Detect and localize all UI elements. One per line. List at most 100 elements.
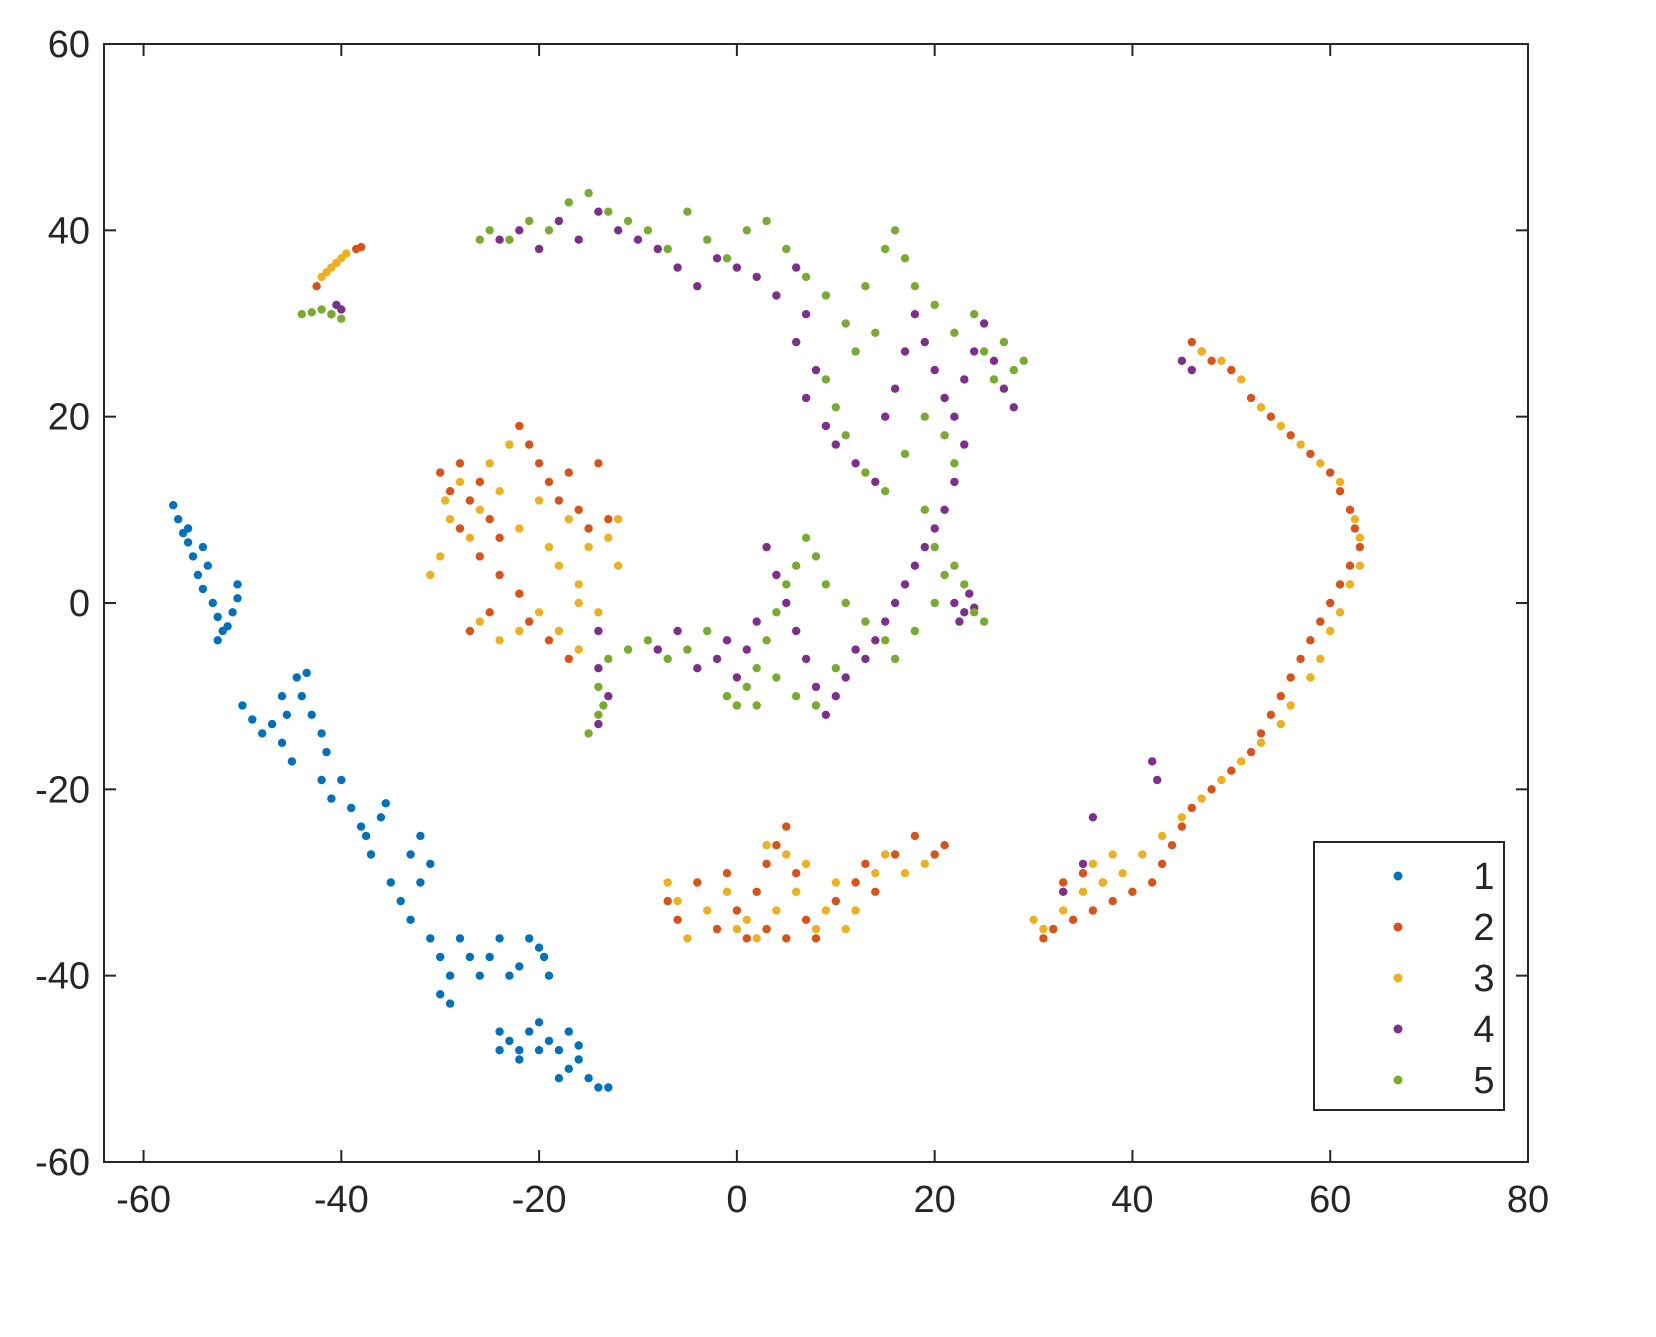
- series-1-point: [248, 715, 257, 724]
- series-1-point: [183, 538, 193, 547]
- series-2-point: [1059, 878, 1068, 887]
- legend-marker-2: [1393, 922, 1403, 932]
- series-4-point: [831, 692, 840, 701]
- series-1-point: [515, 962, 524, 971]
- series-5-point: [683, 645, 692, 654]
- series-5-point: [910, 282, 920, 291]
- series-1-point: [322, 747, 331, 757]
- series-4-point: [965, 589, 974, 598]
- series-4-point: [594, 719, 603, 729]
- series-2-point: [554, 496, 564, 505]
- series-3-point: [1256, 738, 1266, 747]
- series-2-point: [940, 841, 949, 850]
- series-5-point: [584, 729, 593, 738]
- series-4-point: [801, 310, 811, 319]
- series-3-point: [584, 542, 593, 552]
- series-5-point: [525, 216, 534, 226]
- series-3-point: [604, 533, 613, 542]
- series-5-point: [841, 319, 850, 328]
- series-3-point: [1350, 515, 1360, 524]
- series-3-point: [1078, 887, 1088, 896]
- x-tick-label: -60: [116, 1179, 171, 1221]
- series-4-point: [940, 505, 949, 514]
- series-3-point: [801, 859, 811, 869]
- series-3-point: [752, 934, 761, 943]
- series-3-point: [505, 440, 514, 449]
- series-5-point: [742, 682, 751, 692]
- series-2-point: [544, 636, 554, 645]
- series-1-point: [396, 896, 405, 906]
- series-3-point: [841, 924, 850, 934]
- series-5-point: [950, 561, 959, 570]
- series-3-point: [614, 515, 623, 524]
- series-4-point: [950, 412, 959, 421]
- series-1-point: [554, 1074, 564, 1083]
- series-1-point: [302, 668, 311, 678]
- series-1-point: [356, 822, 366, 831]
- series-5-point: [297, 310, 306, 319]
- series-1-point: [436, 952, 445, 962]
- series-3-point: [673, 896, 682, 906]
- series-3-point: [342, 249, 351, 258]
- series-3-point: [792, 887, 801, 896]
- series-3-point: [1118, 869, 1127, 878]
- series-4-point: [1078, 859, 1088, 869]
- series-5-point: [861, 282, 870, 291]
- series-3-point: [465, 533, 475, 542]
- series-5-point: [930, 542, 939, 552]
- series-2-point: [1256, 729, 1266, 738]
- series-3-point: [1355, 533, 1365, 542]
- series-5-point: [623, 645, 633, 654]
- series-2-point: [772, 841, 781, 850]
- series-2-point: [584, 524, 593, 533]
- series-2-point: [1187, 337, 1197, 347]
- series-4-point: [633, 235, 643, 244]
- y-tick-label: -40: [35, 956, 90, 998]
- series-5-point: [604, 654, 613, 664]
- series-2-point: [465, 626, 475, 636]
- series-2-point: [1157, 859, 1167, 869]
- series-3-point: [1306, 673, 1315, 682]
- series-4-point: [752, 617, 761, 626]
- series-4-point: [1187, 365, 1197, 375]
- x-axis-tick-labels: -60 -40 -20 0 20 40 60 80: [116, 1179, 1549, 1221]
- series-5-point: [337, 314, 346, 323]
- series-1-point: [169, 501, 178, 510]
- series-3-point: [485, 459, 494, 468]
- series-2-point: [1128, 887, 1137, 896]
- series-2-point: [1227, 766, 1236, 775]
- series-4-point: [801, 654, 811, 664]
- series-5-point: [722, 692, 732, 701]
- y-tick-label: -20: [35, 769, 90, 811]
- legend-label-3: 3: [1473, 958, 1494, 1000]
- series-2-point: [1345, 561, 1355, 570]
- series-2-point: [1246, 747, 1256, 757]
- series-5-point: [930, 598, 939, 608]
- series-5-point: [851, 347, 860, 356]
- series-2-point: [1068, 915, 1078, 924]
- series-3-point: [1256, 403, 1266, 412]
- axis-ticks: [104, 43, 1529, 1163]
- series-5-point: [950, 328, 959, 337]
- series-1-point: [183, 524, 193, 533]
- series-4-point: [1148, 757, 1157, 766]
- series-5-point: [811, 701, 821, 710]
- x-tick-label: 40: [1111, 1179, 1153, 1221]
- series-5-point: [881, 636, 890, 645]
- series-3-point: [534, 608, 544, 617]
- series-2-point: [495, 533, 504, 542]
- series-3-point: [703, 906, 712, 915]
- x-tick-label: 0: [726, 1179, 747, 1221]
- series-5-point: [999, 337, 1009, 347]
- x-tick-label: 60: [1309, 1179, 1351, 1221]
- series-5-point: [821, 291, 831, 300]
- series-4-point: [554, 216, 564, 226]
- series-5-point: [989, 375, 999, 384]
- series-1-point: [337, 775, 346, 785]
- series-4-point: [574, 235, 583, 244]
- series-5-point: [594, 682, 603, 692]
- series-2-point: [801, 915, 811, 924]
- series-4-point: [1088, 813, 1098, 822]
